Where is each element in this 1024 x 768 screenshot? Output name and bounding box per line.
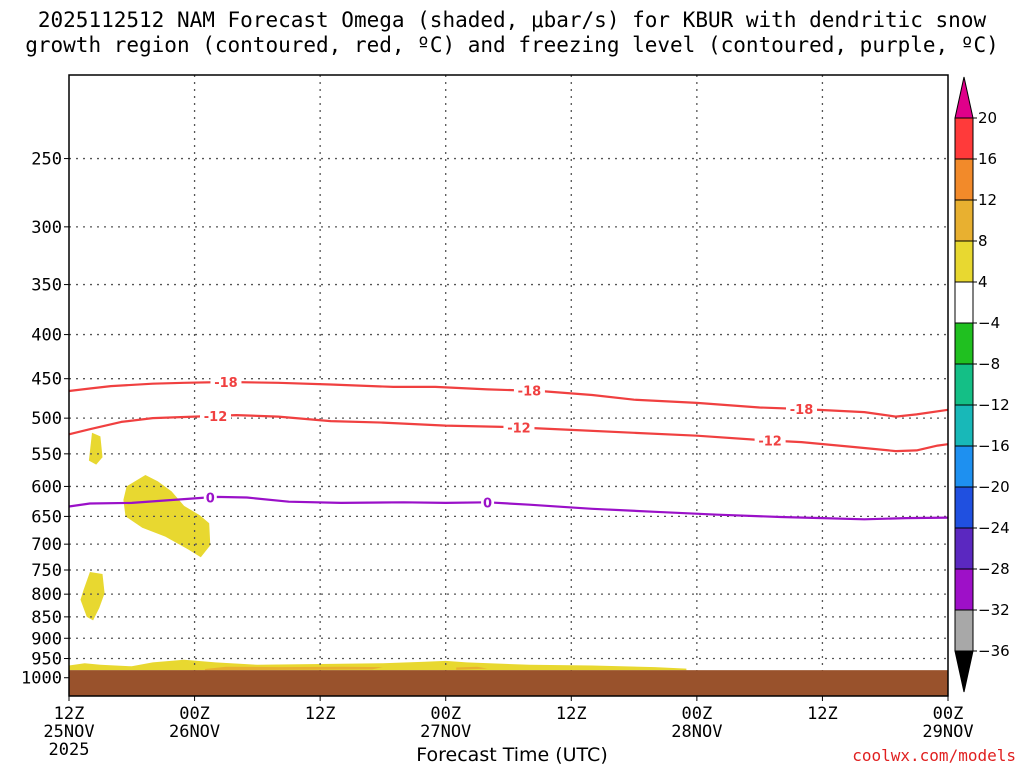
chart-title-line-1: 2025112512 NAM Forecast Omega (shaded, μ… (37, 8, 987, 32)
freezing-level-0-label-1: 0 (483, 496, 492, 511)
x-tick-label-60: 00Z (681, 704, 712, 724)
dgz-minus18-line (68, 380, 949, 418)
dgz-minus12-label-bg-0 (200, 407, 231, 423)
chart-title: 2025112512 NAM Forecast Omega (shaded, μ… (0, 8, 1024, 58)
y-tick-label-800: 800 (31, 585, 62, 605)
dgz-minus18-label-0: -18 (214, 376, 238, 391)
y-tick-label-500: 500 (31, 409, 62, 429)
contour-layer: -18 -18 -18 -12 -12 -12 0 0 (68, 374, 949, 521)
x-tick-label-24: 12Z (305, 704, 336, 724)
colorbar-bottom-arrow (954, 650, 974, 693)
dgz-minus12-label-2: -12 (758, 434, 782, 449)
freezing-level-0-label-bg-0 (203, 489, 217, 505)
y-tick-label-600: 600 (31, 477, 62, 497)
x-tick-date-36: 27NOV (420, 722, 471, 742)
colorbar-swatch-1 (954, 158, 974, 201)
y-tick-label-1000: 1000 (21, 669, 62, 689)
colorbar-label-9: −20 (978, 478, 1010, 496)
x-tick-label-84: 00Z (933, 704, 964, 724)
colorbar-label-7: −12 (978, 396, 1010, 414)
plot-area (69, 75, 948, 696)
y-tick-label-950: 950 (31, 650, 62, 670)
below-ground-fill (69, 670, 948, 696)
colorbar-swatch-8 (954, 445, 974, 488)
colorbar-label-8: −16 (978, 437, 1010, 455)
colorbar-swatch-11 (954, 568, 974, 611)
colorbar-label-4: 4 (978, 273, 988, 291)
colorbar-swatch-3 (954, 240, 974, 283)
omega-region-5 (205, 666, 383, 671)
colorbar-swatch-10 (954, 527, 974, 570)
omega-region-3 (80, 572, 105, 621)
y-axis: 2503003504004505005506006507007508008509… (21, 150, 69, 689)
colorbar-label-3: 8 (978, 232, 988, 250)
omega-region-2 (123, 475, 211, 558)
y-tick-label-300: 300 (31, 218, 62, 238)
colorbar-label-11: −28 (978, 560, 1010, 578)
freezing-level-0-line (68, 495, 949, 521)
colorbar: 20 16 12 8 4 −4 −8 −12 −16 −20 −24 −28 −32 −36 (954, 76, 1010, 693)
omega-region-1 (88, 432, 103, 465)
colorbar-top-arrow (954, 76, 974, 119)
omega-region-6 (456, 666, 488, 670)
dgz-minus18-label-bg-0 (210, 374, 242, 390)
dgz-minus12-label-bg-1 (503, 419, 535, 435)
x-tick-label-72: 12Z (807, 704, 838, 724)
colorbar-swatch-12 (954, 609, 974, 652)
x-tick-date-84: 29NOV (922, 722, 973, 742)
colorbar-label-0: 20 (978, 109, 997, 127)
x-tick-label-36: 00Z (430, 704, 461, 724)
colorbar-swatch-0 (954, 117, 974, 160)
chart-title-line-2: growth region (contoured, red, ºC) and f… (25, 33, 999, 57)
y-tick-label-750: 750 (31, 561, 62, 581)
y-tick-label-250: 250 (31, 150, 62, 170)
colorbar-label-6: −8 (978, 355, 1000, 373)
y-tick-label-650: 650 (31, 507, 62, 527)
x-tick-label-12: 00Z (179, 704, 210, 724)
x-tick-label-48: 12Z (556, 704, 587, 724)
site-credit: coolwx.com/models (852, 746, 1016, 765)
x-tick-label-0: 12Z (54, 704, 85, 724)
y-tick-label-400: 400 (31, 326, 62, 346)
dgz-minus18-label-bg-1 (513, 382, 545, 398)
y-tick-label-450: 450 (31, 370, 62, 390)
freezing-level-0-label-bg-1 (481, 494, 495, 510)
colorbar-swatch-7 (954, 404, 974, 447)
x-tick-date-0: 25NOV (43, 722, 94, 742)
colorbar-label-2: 12 (978, 191, 997, 209)
omega-shading-layer (69, 432, 687, 671)
colorbar-swatch-4 (954, 281, 974, 324)
colorbar-label-13: −36 (978, 642, 1010, 660)
dgz-minus12-label-bg-2 (754, 432, 786, 448)
colorbar-label-1: 16 (978, 150, 997, 168)
x-axis-title: Forecast Time (UTC) (416, 744, 608, 766)
colorbar-swatch-2 (954, 199, 974, 242)
colorbar-swatch-5 (954, 322, 974, 365)
y-tick-label-350: 350 (31, 276, 62, 296)
colorbar-swatch-9 (954, 486, 974, 529)
colorbar-swatch-6 (954, 363, 974, 406)
dgz-minus18-label-1: -18 (518, 385, 542, 400)
y-tick-label-700: 700 (31, 535, 62, 555)
x-tick-date-60: 28NOV (671, 722, 722, 742)
x-tick-date-12: 26NOV (169, 722, 220, 742)
y-tick-label-850: 850 (31, 608, 62, 628)
dgz-minus12-label-1: -12 (507, 422, 531, 437)
y-tick-label-550: 550 (31, 445, 62, 465)
dgz-minus18-label-bg-2 (786, 401, 817, 417)
colorbar-label-12: −32 (978, 601, 1010, 619)
dgz-minus12-label-0: -12 (204, 410, 228, 425)
colorbar-label-10: −24 (978, 519, 1010, 537)
y-tick-label-900: 900 (31, 629, 62, 649)
freezing-level-0-label-0: 0 (206, 491, 215, 506)
plot-frame (68, 74, 949, 697)
dgz-minus18-label-2: -18 (790, 403, 814, 418)
x-tick-year-0: 2025 (49, 740, 90, 760)
colorbar-label-5: −4 (978, 314, 1000, 332)
